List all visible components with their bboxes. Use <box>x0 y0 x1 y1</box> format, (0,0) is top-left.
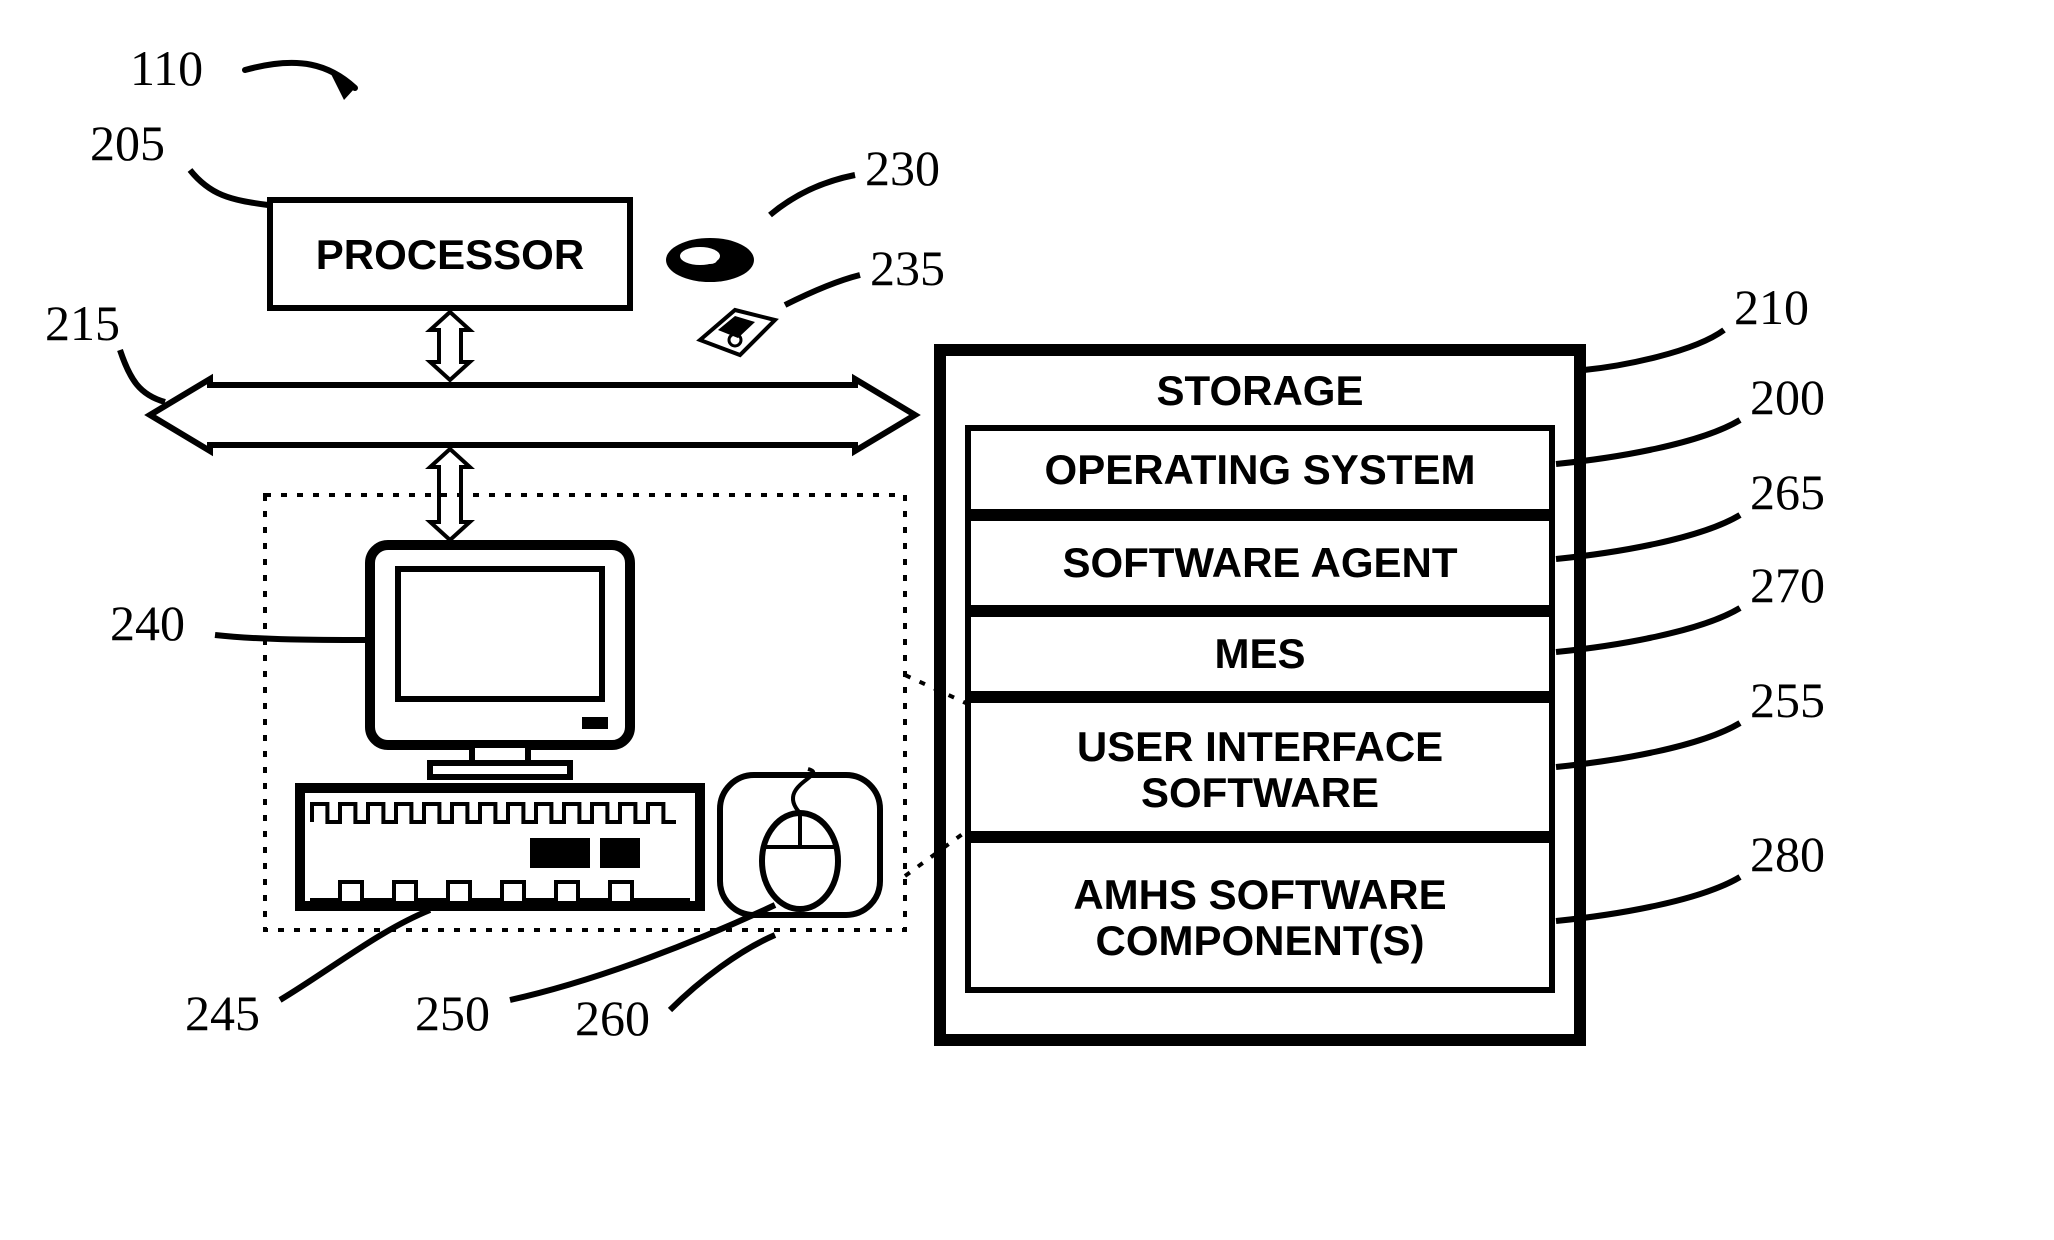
svg-text:265: 265 <box>1750 464 1825 520</box>
bus-arrow <box>150 379 915 451</box>
svg-text:110: 110 <box>130 40 203 96</box>
svg-text:240: 240 <box>110 595 185 651</box>
svg-text:210: 210 <box>1734 279 1809 335</box>
svg-text:255: 255 <box>1750 672 1825 728</box>
leader-230 <box>770 175 855 215</box>
svg-text:200: 200 <box>1750 369 1825 425</box>
svg-text:280: 280 <box>1750 826 1825 882</box>
storage-row-label-4: AMHS SOFTWARECOMPONENT(S) <box>1073 871 1446 964</box>
floppy-icon <box>700 310 775 355</box>
svg-text:235: 235 <box>870 240 945 296</box>
svg-text:230: 230 <box>865 140 940 196</box>
svg-text:245: 245 <box>185 985 260 1041</box>
storage-title: STORAGE <box>1157 367 1364 414</box>
leader-235 <box>785 275 860 305</box>
arrow-proc-bus <box>430 312 470 380</box>
leader-215 <box>120 350 165 402</box>
storage-row-label-0: OPERATING SYSTEM <box>1045 446 1476 493</box>
processor-label: PROCESSOR <box>316 231 584 278</box>
svg-text:260: 260 <box>575 990 650 1046</box>
leader-205 <box>190 170 268 205</box>
svg-text:205: 205 <box>90 115 165 171</box>
leader-240 <box>215 635 368 640</box>
svg-text:215: 215 <box>45 295 120 351</box>
svg-text:270: 270 <box>1750 557 1825 613</box>
arrow-bus-ws <box>430 449 470 540</box>
leader-210 <box>1584 330 1724 370</box>
leader-250 <box>510 905 775 1000</box>
leader-245 <box>280 910 430 1000</box>
svg-text:250: 250 <box>415 985 490 1041</box>
storage-row-label-2: MES <box>1214 630 1305 677</box>
storage-row-label-1: SOFTWARE AGENT <box>1062 539 1457 586</box>
